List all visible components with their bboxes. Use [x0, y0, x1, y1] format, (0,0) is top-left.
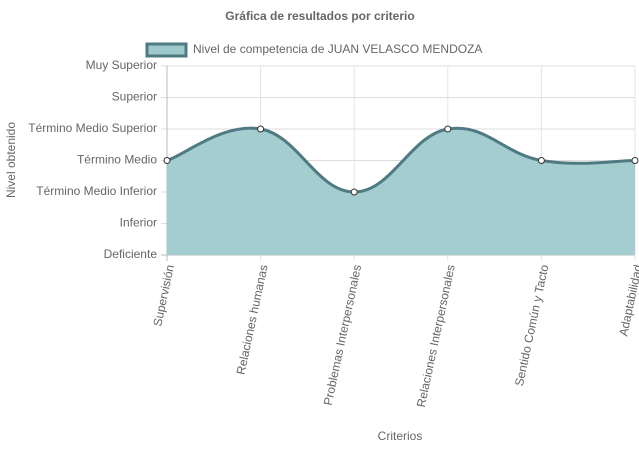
x-axis-title: Criterios	[378, 429, 423, 443]
y-tick-label: Término Medio	[77, 153, 157, 167]
y-tick-label: Superior	[112, 90, 157, 104]
x-tick-label: Problemas Interpersonales	[321, 263, 365, 406]
x-tick-label: Relaciones humanas	[234, 263, 271, 376]
chart-title: Gráfica de resultados por criterio	[225, 9, 414, 23]
x-tick-label: Adaptabilidad	[616, 263, 639, 337]
point	[163, 157, 171, 164]
y-tick-label: Inferior	[120, 216, 157, 230]
y-axis-title: Nivel obtenido	[4, 122, 18, 198]
point	[537, 157, 545, 164]
y-tick-label: Término Medio Superior	[28, 121, 157, 135]
point	[444, 125, 452, 133]
y-tick-label: Muy Superior	[86, 58, 157, 72]
legend-label: Nivel de competencia de JUAN VELASCO MEN…	[193, 42, 482, 56]
point	[631, 157, 639, 164]
x-tick-label: Sentido Común y Tacto	[512, 263, 552, 387]
y-tick-label: Deficiente	[104, 247, 158, 261]
point	[257, 125, 265, 133]
x-tick-label: Relaciones Interpersonales	[414, 263, 458, 408]
point	[350, 188, 358, 196]
x-tick-label: Supervisión	[150, 263, 177, 327]
y-tick-label: Término Medio Inferior	[36, 184, 157, 198]
area	[167, 128, 635, 255]
legend-swatch	[145, 42, 188, 58]
